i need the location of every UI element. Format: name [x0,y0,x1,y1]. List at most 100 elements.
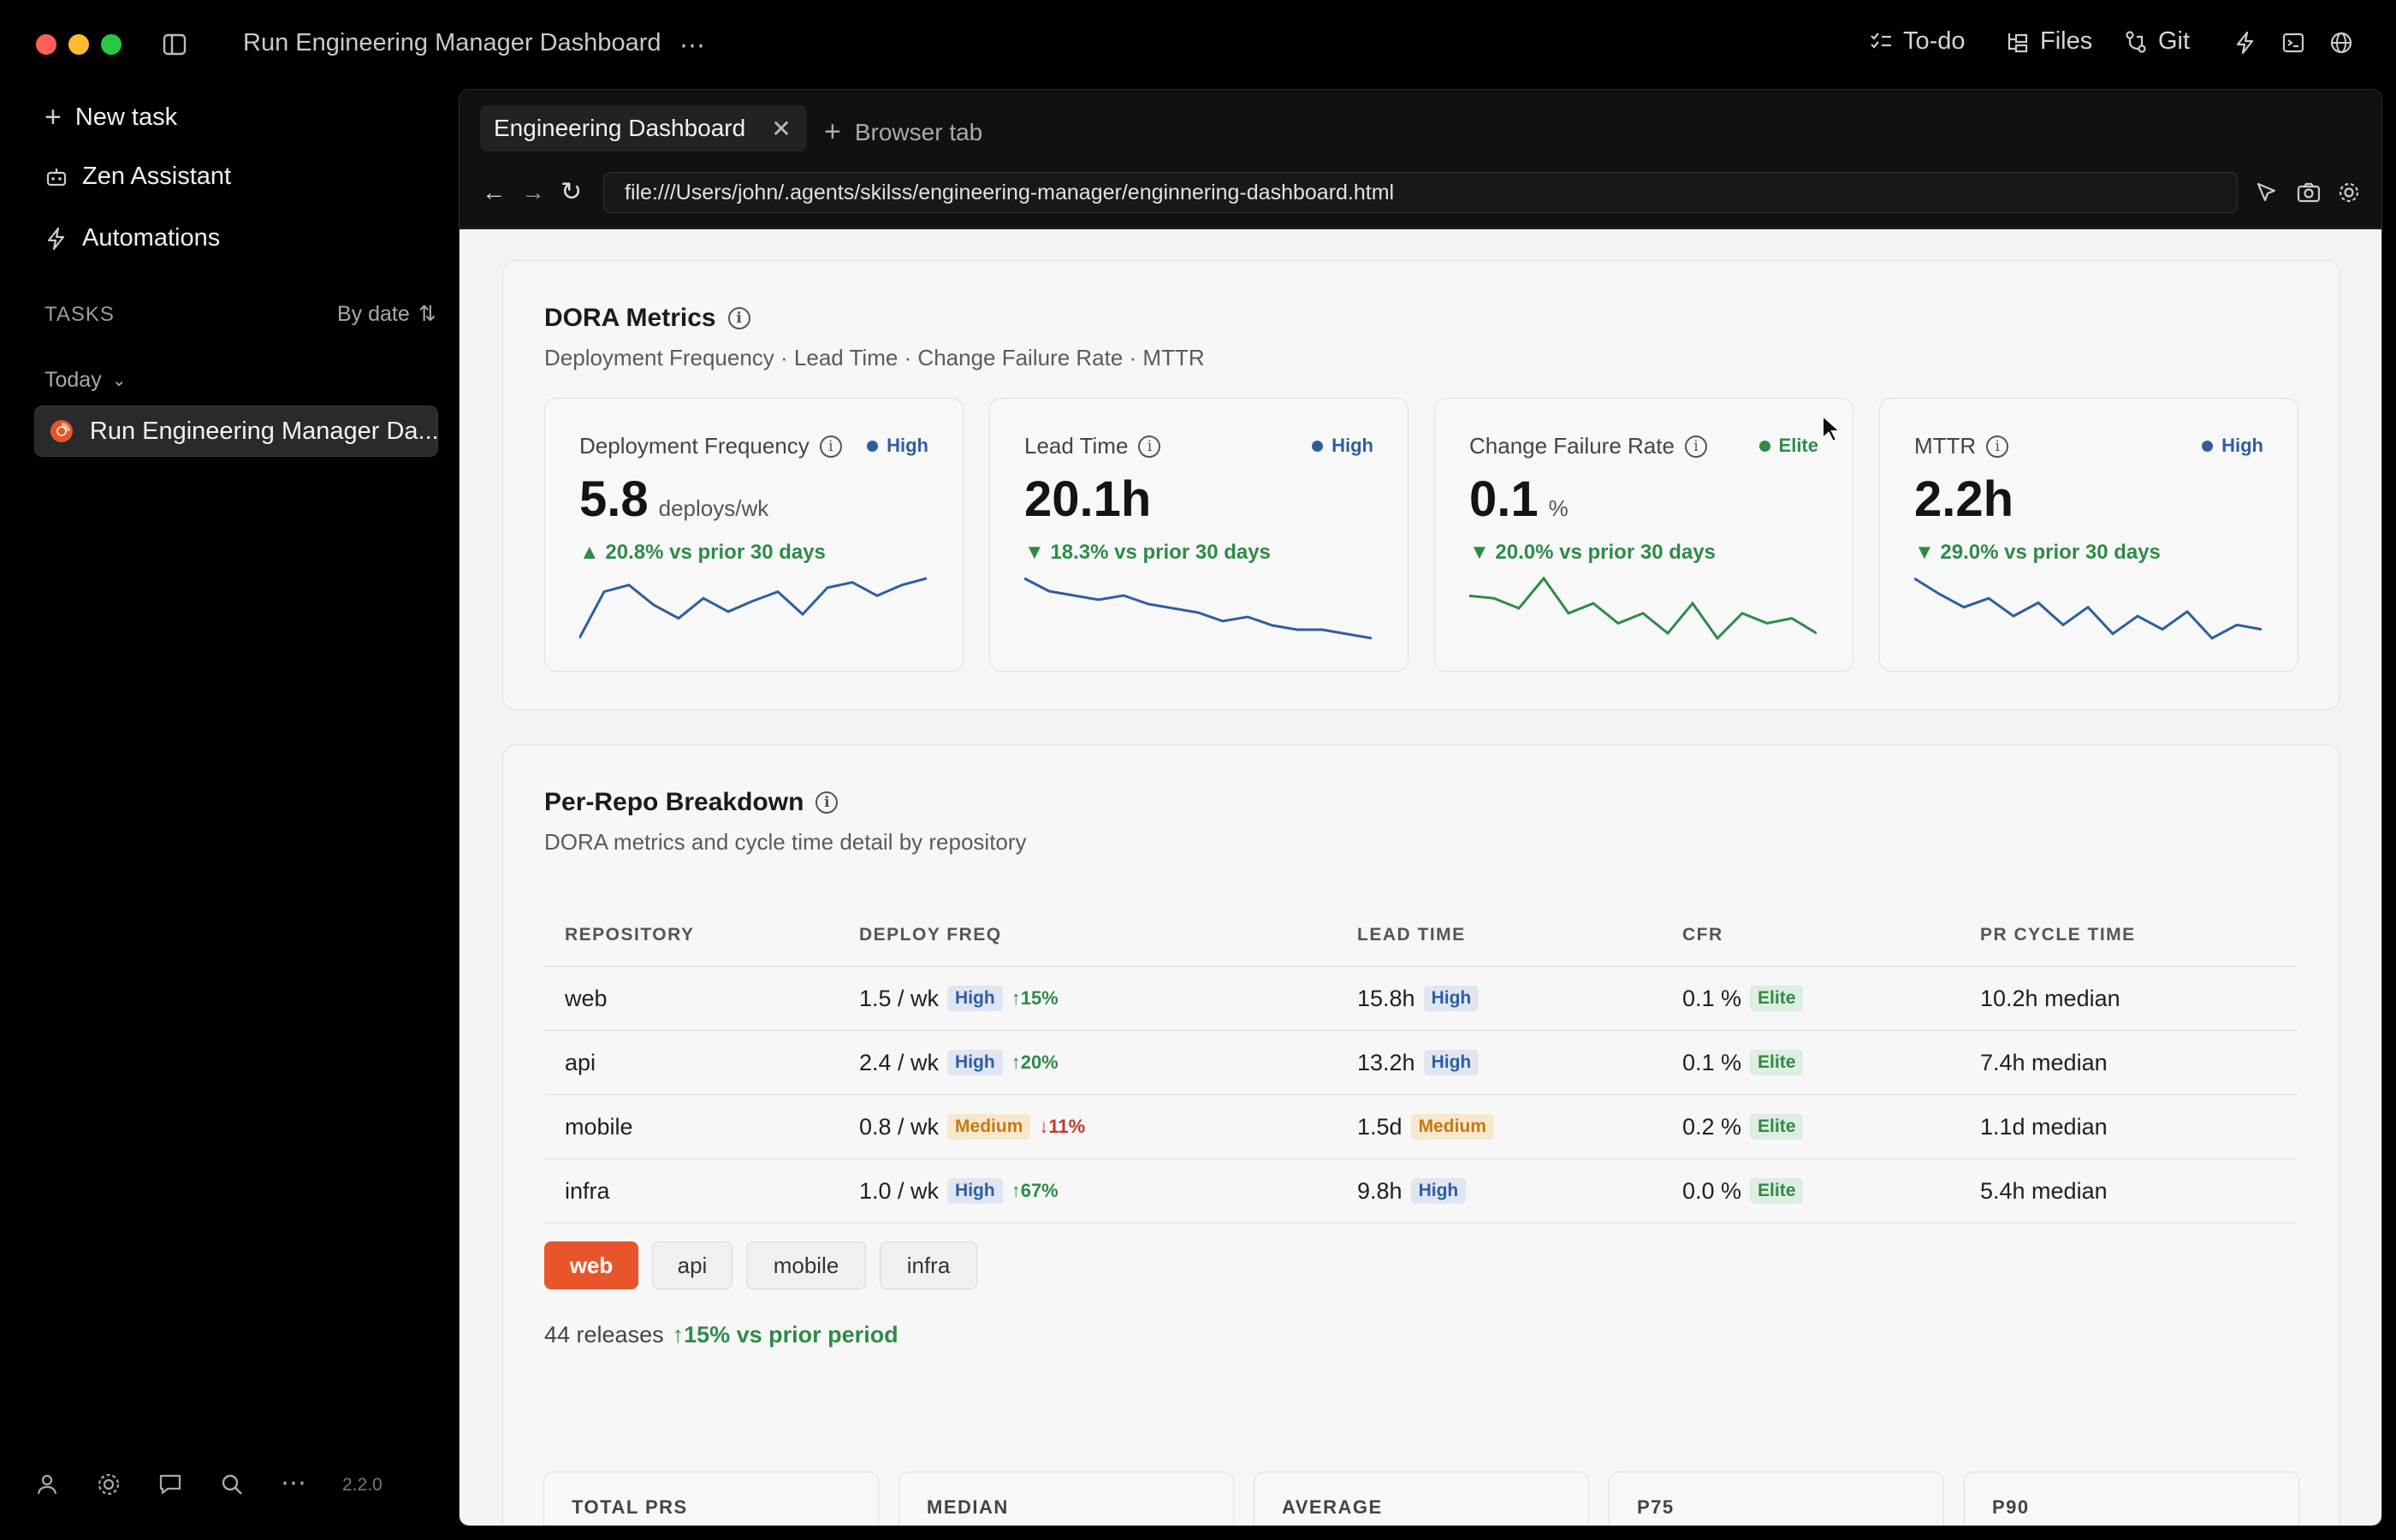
column-header-cfr: CFR [1682,925,1723,945]
column-header-repository: REPOSITORY [565,925,695,945]
info-icon[interactable] [819,435,842,458]
user-icon[interactable] [34,1472,60,1497]
url-input[interactable]: file:///Users/john/.agents/skilss/engine… [603,172,2238,213]
per-repo-card: Per-Repo Breakdown DORA metrics and cycl… [502,744,2340,1525]
repo-name-cell: api [565,1031,596,1094]
sidebar-toggle-icon[interactable] [163,33,187,56]
column-header-pr-cycle-time: PR CYCLE TIME [1980,925,2136,945]
camera-icon[interactable] [2296,181,2322,204]
sparkline-path [579,577,927,639]
search-icon[interactable] [219,1472,245,1497]
releases-count: 44 releases [544,1322,664,1348]
table-row[interactable]: mobile 0.8 / wk Medium ↓11% 1.5d Medium … [544,1094,2298,1158]
metric-level-badge: Elite [1758,435,1818,457]
pr-cycle-cell: 1.1d median [1980,1095,2108,1158]
sort-icon: ⇅ [418,302,436,326]
metric-name: Deployment Frequency [579,433,810,459]
browser-settings-gear-icon[interactable] [2337,181,2361,204]
info-icon[interactable] [727,307,750,329]
zen-assistant-button[interactable]: Zen Assistant [44,163,231,191]
metric-level: Elite [1778,435,1818,456]
deploy-level-badge: High [947,986,1003,1011]
metric-title: MTTR [1914,433,2009,459]
sparkline [1024,577,1372,640]
table-row[interactable]: infra 1.0 / wk High ↑67% 9.8h High 0.0 %… [544,1158,2298,1222]
files-button[interactable]: Files [2006,27,2092,56]
task-item-active[interactable]: Run Engineering Manager Da... [34,406,438,457]
repo-name: infra [565,1177,610,1204]
filter-pill-api[interactable]: api [652,1241,732,1289]
lead-time-cell: 15.8h High [1357,967,1480,1030]
cfr-cell: 0.1 % Elite [1682,1031,1804,1094]
stat-value-row: 10.2h ↓20% [927,1524,1081,1525]
more-icon[interactable]: ⋯ [281,1469,306,1497]
per-repo-subtitle: DORA metrics and cycle time detail by re… [544,829,1027,855]
info-icon[interactable] [1684,435,1707,458]
lead-level-badge: Medium [1410,1114,1494,1140]
info-icon[interactable] [815,791,839,814]
metric-value: 2.2h [1914,471,2014,527]
sparkline [579,577,927,639]
settings-gear-icon[interactable] [96,1472,122,1497]
deploy-freq-value: 0.8 / wk [859,1113,940,1140]
git-label: Git [2158,27,2191,55]
metric-unit: % [1548,495,1569,521]
zen-assistant-label: Zen Assistant [82,163,232,190]
metric-value: 20.1h [1024,471,1152,527]
tab-bar: Engineering Dashboard ✕ + Browser tab [460,90,2381,158]
git-button[interactable]: Git [2124,27,2190,56]
more-options-icon[interactable]: ⋯ [679,32,705,60]
info-icon[interactable] [1138,435,1161,458]
pr-cycle-cell: 10.2h median [1980,967,2120,1030]
repo-name-cell: infra [565,1159,610,1223]
releases-summary: 44 releases ↑15% vs prior period [544,1322,898,1348]
metric-value-row: 0.1% [1469,471,1569,528]
sparkline [1469,576,1817,641]
metric-trend: ▲ 20.8% vs prior 30 days [579,541,826,564]
globe-icon[interactable] [2329,31,2353,55]
terminal-icon[interactable] [2281,31,2305,55]
forward-arrow-icon[interactable]: → [521,179,545,205]
close-tab-icon[interactable]: ✕ [771,115,792,142]
cursor-select-icon[interactable] [2255,181,2279,204]
metric-level-badge: High [867,435,928,457]
deploy-freq-cell: 2.4 / wk High ↑20% [859,1031,1059,1094]
table-row[interactable]: web 1.5 / wk High ↑15% 15.8h High 0.1 % … [544,966,2298,1029]
today-group-toggle[interactable]: Today ⌄ [44,368,126,393]
deploy-freq-cell: 1.5 / wk High ↑15% [859,967,1059,1030]
deploy-level-badge: High [947,1178,1003,1204]
table-row[interactable]: api 2.4 / wk High ↑20% 13.2h High 0.1 % … [544,1030,2298,1093]
metric-unit: deploys/wk [658,495,769,521]
lightning-icon[interactable] [2233,31,2257,55]
column-header-deploy-freq: DEPLOY FREQ [859,925,1002,945]
new-task-button[interactable]: + New task [44,101,177,134]
lead-time-cell: 13.2h High [1357,1031,1480,1094]
filter-pill-mobile[interactable]: mobile [746,1241,866,1289]
stat-value: 19.8h [1637,1524,1734,1525]
robot-icon [46,168,67,186]
stat-card: TOTAL PRS 92 Apr 19, 2026 – May 19, 2026 [543,1472,879,1525]
filter-pill-infra[interactable]: infra [880,1241,977,1289]
todo-label: To-do [1903,27,1966,55]
stat-label: P90 [1992,1496,2030,1518]
automations-button[interactable]: Automations [44,224,220,252]
filter-pill-web[interactable]: web [544,1241,638,1289]
cfr-level-badge: Elite [1750,986,1804,1011]
minimize-window-button[interactable] [68,34,89,55]
back-arrow-icon[interactable]: ← [482,179,506,205]
lead-time-cell: 1.5d Medium [1357,1095,1494,1158]
cfr-cell: 0.0 % Elite [1682,1159,1804,1223]
reload-icon[interactable]: ↻ [560,178,583,206]
metric-name: Change Failure Rate [1469,433,1675,459]
close-window-button[interactable] [36,34,56,55]
tab-engineering-dashboard[interactable]: Engineering Dashboard ✕ [480,105,807,151]
sort-by-date-button[interactable]: By date ⇅ [337,301,436,327]
info-icon[interactable] [1986,435,2009,458]
browser-panel: Engineering Dashboard ✕ + Browser tab ← … [459,89,2382,1526]
todo-button[interactable]: To-do [1869,27,1966,56]
stat-value-row: 13.6h [1282,1524,1379,1525]
chat-icon[interactable] [157,1472,183,1497]
maximize-window-button[interactable] [101,34,122,55]
new-browser-tab-button[interactable]: + Browser tab [824,116,982,149]
cfr-value: 0.1 % [1682,985,1742,1011]
